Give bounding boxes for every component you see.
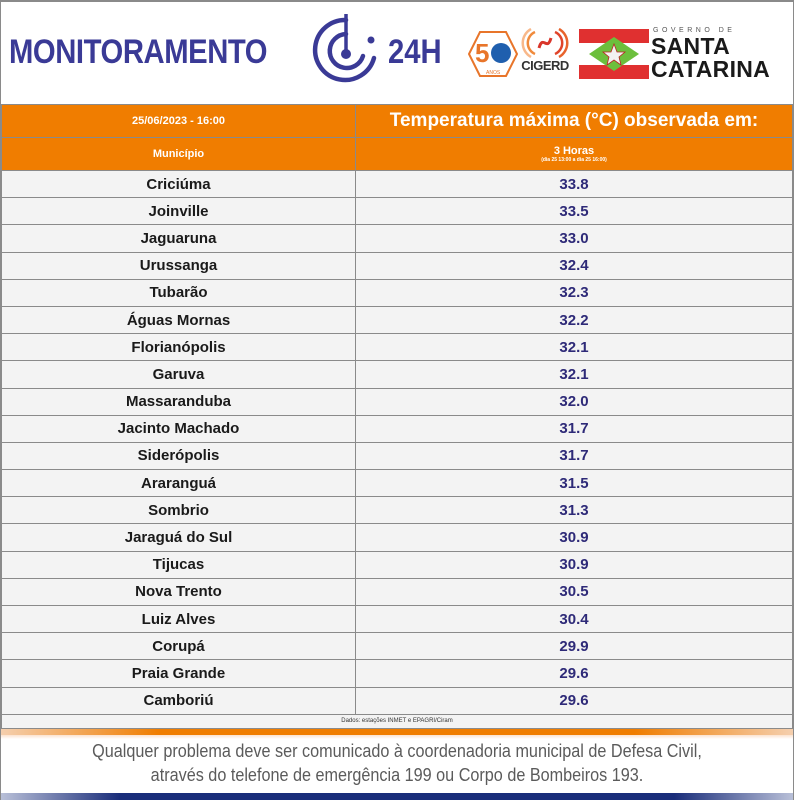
temperature-cell: 33.8 [355, 169, 793, 199]
santa-label: SANTA [651, 33, 731, 59]
city-cell: Tijucas [1, 550, 356, 579]
notice-line-2: através do telefone de emergência 199 ou… [150, 765, 644, 785]
column-header-row: Município 3 Horas (dia 25 13:00 a dia 25… [1, 137, 793, 171]
city-cell: Águas Mornas [1, 305, 356, 335]
period-label: 3 Horas [553, 144, 595, 157]
city-cell: Praia Grande [1, 659, 356, 688]
city-cell: Siderópolis [1, 441, 356, 471]
table-row: Luiz Alves 30.4 [1, 604, 793, 634]
table-row: Jaguaruna 33.0 [1, 224, 793, 253]
table-row: Joinville 33.5 [1, 197, 793, 226]
temperature-cell: 29.6 [355, 659, 793, 688]
table-row: Camboriú 29.6 [1, 686, 793, 715]
temperature-cell: 31.7 [355, 414, 793, 443]
city-cell: Urussanga [1, 251, 356, 280]
city-cell: Camboriú [1, 686, 356, 715]
temperature-cell: 29.9 [355, 632, 793, 661]
table-row: Urussanga 32.4 [1, 251, 793, 280]
temperature-cell: 30.5 [355, 577, 793, 607]
city-cell: Jaguaruna [1, 224, 356, 253]
city-cell: Garuva [1, 360, 356, 389]
temperature-cell: 32.0 [355, 387, 793, 416]
table-row: Jacinto Machado 31.7 [1, 414, 793, 443]
table-row: Jaraguá do Sul 30.9 [1, 523, 793, 552]
signal-icon [521, 27, 569, 59]
orange-divider-fade [1, 735, 793, 739]
brand-24h: 24H [388, 33, 442, 71]
source-row: Dados: estações INMET e EPAGRI/Ciram [1, 713, 793, 729]
column-header-period: 3 Horas (dia 25 13:00 a dia 25 16:00) [355, 137, 793, 171]
temperature-cell: 32.2 [355, 305, 793, 335]
city-cell: Araranguá [1, 469, 356, 498]
temperature-cell: 29.6 [355, 686, 793, 715]
city-cell: Criciúma [1, 169, 356, 199]
city-cell: Sombrio [1, 496, 356, 525]
temperature-cell: 32.1 [355, 333, 793, 362]
table-row: Águas Mornas 32.2 [1, 305, 793, 335]
temperature-cell: 31.7 [355, 441, 793, 471]
radar-icon [312, 14, 377, 83]
cigerd-label: CIGERD [521, 58, 569, 73]
temperature-table: 25/06/2023 - 16:00 Temperatura máxima (°… [1, 104, 793, 729]
table-title-row: 25/06/2023 - 16:00 Temperatura máxima (°… [1, 104, 793, 138]
notice-line-1: Qualquer problema deve ser comunicado à … [92, 741, 702, 761]
temperature-cell: 32.1 [355, 360, 793, 389]
governo-de-label: GOVERNO DE [653, 27, 736, 34]
table-row: Massaranduba 32.0 [1, 387, 793, 416]
table-row: Criciúma 33.8 [1, 169, 793, 199]
temperature-cell: 31.3 [355, 496, 793, 525]
emergency-notice: Qualquer problema deve ser comunicado à … [41, 739, 754, 787]
city-cell: Massaranduba [1, 387, 356, 416]
datetime-cell: 25/06/2023 - 16:00 [1, 104, 356, 138]
brand-title: MONITORAMENTO [9, 33, 268, 71]
svg-text:5: 5 [475, 38, 489, 68]
santa-catarina-flag [579, 29, 649, 79]
temperature-cell: 30.9 [355, 550, 793, 579]
city-cell: Jacinto Machado [1, 414, 356, 443]
table-row: Siderópolis 31.7 [1, 441, 793, 471]
data-source-note: Dados: estações INMET e EPAGRI/Ciram [1, 713, 793, 729]
table-row: Corupá 29.9 [1, 632, 793, 661]
table-title: Temperatura máxima (°C) observada em: [355, 104, 793, 138]
city-cell: Tubarão [1, 278, 356, 307]
city-cell: Jaraguá do Sul [1, 523, 356, 552]
city-cell: Corupá [1, 632, 356, 661]
temperature-cell: 32.4 [355, 251, 793, 280]
top-border [1, 0, 794, 2]
temperature-cell: 32.3 [355, 278, 793, 307]
city-cell: Nova Trento [1, 577, 356, 607]
temperature-cell: 31.5 [355, 469, 793, 498]
temperature-cell: 30.4 [355, 604, 793, 634]
table-row: Araranguá 31.5 [1, 469, 793, 498]
temperature-cell: 30.9 [355, 523, 793, 552]
cigerd-logo: CIGERD [521, 27, 569, 78]
temperature-cell: 33.0 [355, 224, 793, 253]
temperature-cell: 33.5 [355, 197, 793, 226]
page-header: MONITORAMENTO 24H 5 ANOS CIGERD GOVERNO … [1, 2, 793, 104]
city-cell: Luiz Alves [1, 604, 356, 634]
table-row: Florianópolis 32.1 [1, 333, 793, 362]
period-range: (dia 25 13:00 a dia 25 16:00) [541, 156, 607, 163]
city-cell: Joinville [1, 197, 356, 226]
table-row: Praia Grande 29.6 [1, 659, 793, 688]
table-row: Sombrio 31.3 [1, 496, 793, 525]
svg-text:ANOS: ANOS [486, 70, 501, 76]
table-row: Garuva 32.1 [1, 360, 793, 389]
catarina-label: CATARINA [651, 56, 771, 82]
city-cell: Florianópolis [1, 333, 356, 362]
table-row: Nova Trento 30.5 [1, 577, 793, 607]
table-row: Tubarão 32.3 [1, 278, 793, 307]
table-row: Tijucas 30.9 [1, 550, 793, 579]
fifty-years-logo: 5 ANOS [468, 31, 518, 77]
orange-divider [1, 729, 793, 735]
blue-footer-bar [1, 793, 793, 800]
column-header-municipio: Município [1, 137, 356, 171]
